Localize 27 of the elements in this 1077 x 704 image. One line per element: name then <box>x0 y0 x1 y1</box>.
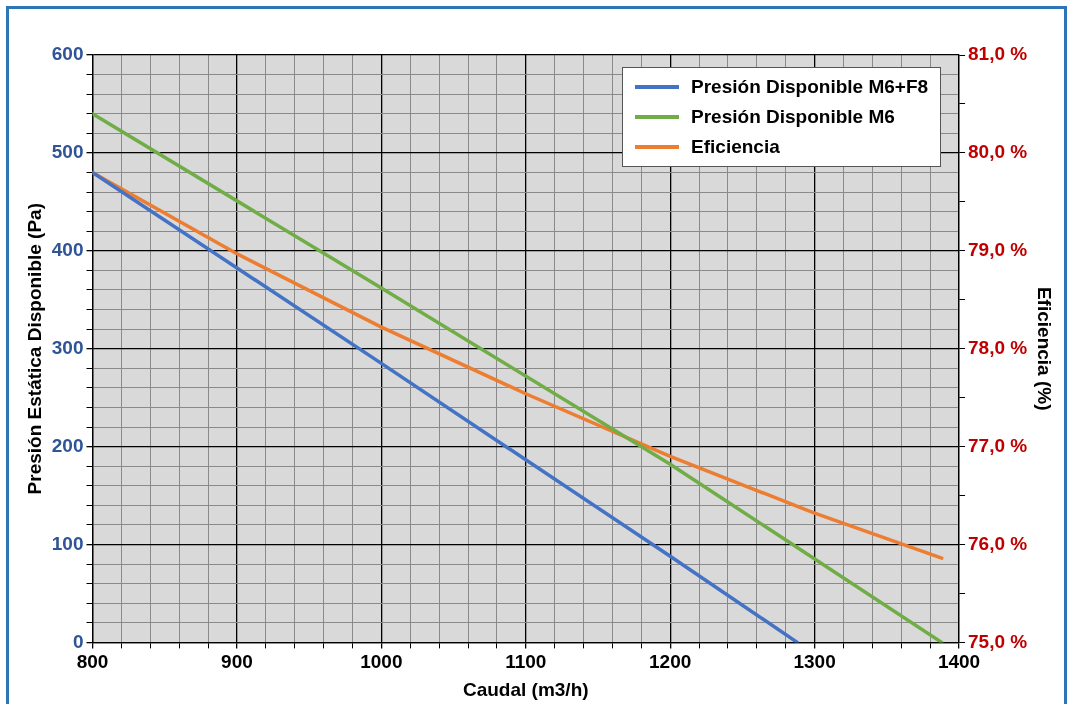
legend-label: Eficiencia <box>691 136 780 158</box>
x-tick-label: 1400 <box>937 651 981 673</box>
y2-tick-label: 75,0 % <box>968 630 1028 652</box>
y2-tick-label: 76,0 % <box>968 532 1028 554</box>
x-tick-label: 1200 <box>649 651 692 673</box>
x-axis-title: Caudal (m3/h) <box>462 678 589 700</box>
y-tick-label: 200 <box>51 434 84 456</box>
x-tick-label: 1100 <box>505 651 547 673</box>
x-tick-label: 1000 <box>360 651 403 673</box>
y2-tick-label: 77,0 % <box>968 434 1028 456</box>
y2-tick-label: 79,0 % <box>968 239 1028 261</box>
y-tick-label: 600 <box>51 43 84 65</box>
y-tick-label: 100 <box>51 532 84 554</box>
y2-tick-label: 80,0 % <box>968 141 1028 163</box>
y-tick-label: 300 <box>51 336 84 358</box>
y-tick-label: 400 <box>51 239 84 261</box>
legend-label: Presión Disponible M6 <box>691 106 895 128</box>
y-tick-label: 0 <box>72 630 84 652</box>
x-tick-label: 800 <box>76 651 109 673</box>
y2-tick-label: 78,0 % <box>968 336 1028 358</box>
y2-axis-title: Eficiencia (%) <box>1034 286 1056 411</box>
legend-label: Presión Disponible M6+F8 <box>691 76 929 98</box>
y-tick-label: 500 <box>51 141 84 163</box>
y-axis-title: Presión Estática Disponible (Pa) <box>23 202 45 495</box>
x-tick-label: 900 <box>221 651 253 673</box>
y2-tick-label: 81,0 % <box>968 43 1028 65</box>
x-tick-label: 1300 <box>793 651 836 673</box>
